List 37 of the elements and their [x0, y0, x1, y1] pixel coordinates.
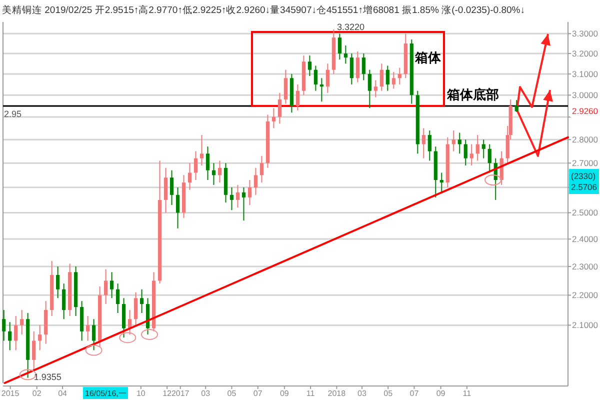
ref-line: 2.95	[3, 105, 568, 119]
y-tick-label: 2.5000	[572, 208, 598, 218]
x-tick-label: 09	[436, 389, 446, 398]
annotation: 1.9355	[34, 372, 62, 382]
y-tick-label: 3.3000	[572, 28, 598, 39]
x-tick-label: 07	[253, 389, 263, 398]
x-tick-label: 02	[32, 389, 42, 398]
x-tick-label: 03	[358, 389, 367, 398]
x-tick-label: 2015	[1, 389, 20, 398]
annotation: (2330) 2.5706	[569, 169, 599, 194]
x-tick-label: 05	[384, 389, 394, 398]
x-tick-label: 03	[201, 389, 211, 398]
x-tick-label: 2018	[328, 389, 346, 398]
y-tick-label: 3.0000	[572, 90, 598, 100]
x-tick-label: 04	[58, 389, 68, 398]
y-tick-label: 3.1000	[572, 68, 598, 79]
annotation: 16/05/16,一	[83, 387, 128, 399]
annotation: 箱体底部	[446, 86, 499, 102]
ref-line-label: 2.95	[4, 108, 22, 119]
y-tick-label: 2.4000	[572, 234, 598, 244]
y-tick-label: 2.1000	[572, 320, 598, 330]
x-tick-label: 05	[227, 389, 237, 398]
x-tick-label: 2017	[171, 389, 190, 398]
y-tick-label: 2.2000	[572, 290, 598, 300]
title: 美精铜连 2019/02/25 开2.9515↑高2.9770↑低2.9225↑收2.9260↓量345907↓仓451551↑增68081 振1.85% 涨(-0.0235)-0.80%↓	[2, 5, 525, 16]
x-tick-label: 07	[410, 389, 420, 398]
y-tick-label: 3.2000	[572, 48, 598, 58]
x-tick-label: 10	[136, 389, 146, 398]
annotation: 箱体	[415, 50, 441, 65]
x-tick-label: 12	[162, 389, 172, 398]
x-tick-label: 11	[306, 389, 316, 398]
annotation: 3.3220	[337, 22, 365, 32]
y-tick-label: 2.3000	[572, 262, 598, 272]
y-tick-label: 2.7000	[572, 158, 598, 168]
x-tick-label: 11	[462, 389, 472, 398]
y-tick-label: 2.8000	[572, 134, 598, 145]
x-tick-label: 09	[280, 389, 290, 398]
